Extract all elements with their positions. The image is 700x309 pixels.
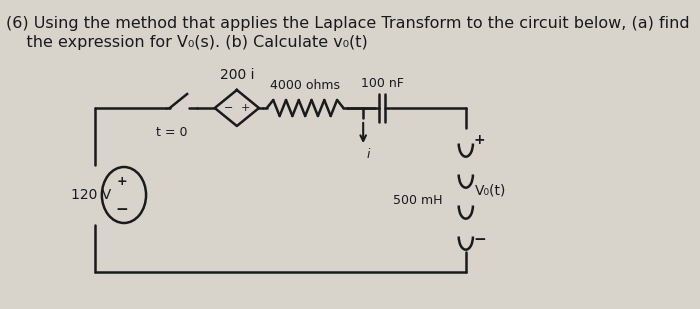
Text: −: −	[116, 201, 128, 217]
Text: 4000 ohms: 4000 ohms	[270, 79, 340, 92]
Text: −: −	[223, 103, 233, 113]
Text: the expression for V₀(s). (b) Calculate v₀(t): the expression for V₀(s). (b) Calculate …	[6, 35, 368, 50]
Text: 120 V: 120 V	[71, 188, 111, 202]
Text: V₀(t): V₀(t)	[475, 183, 507, 197]
Text: −: −	[474, 232, 486, 247]
Text: +: +	[474, 133, 485, 147]
Text: 100 nF: 100 nF	[361, 77, 405, 90]
Text: +: +	[116, 175, 127, 188]
Text: +: +	[241, 103, 250, 113]
Text: i: i	[366, 148, 370, 161]
Text: 500 mH: 500 mH	[393, 193, 442, 206]
Text: (6) Using the method that applies the Laplace Transform to the circuit below, (a: (6) Using the method that applies the La…	[6, 16, 690, 31]
Text: t = 0: t = 0	[155, 126, 187, 139]
Text: 200 i: 200 i	[220, 68, 254, 82]
